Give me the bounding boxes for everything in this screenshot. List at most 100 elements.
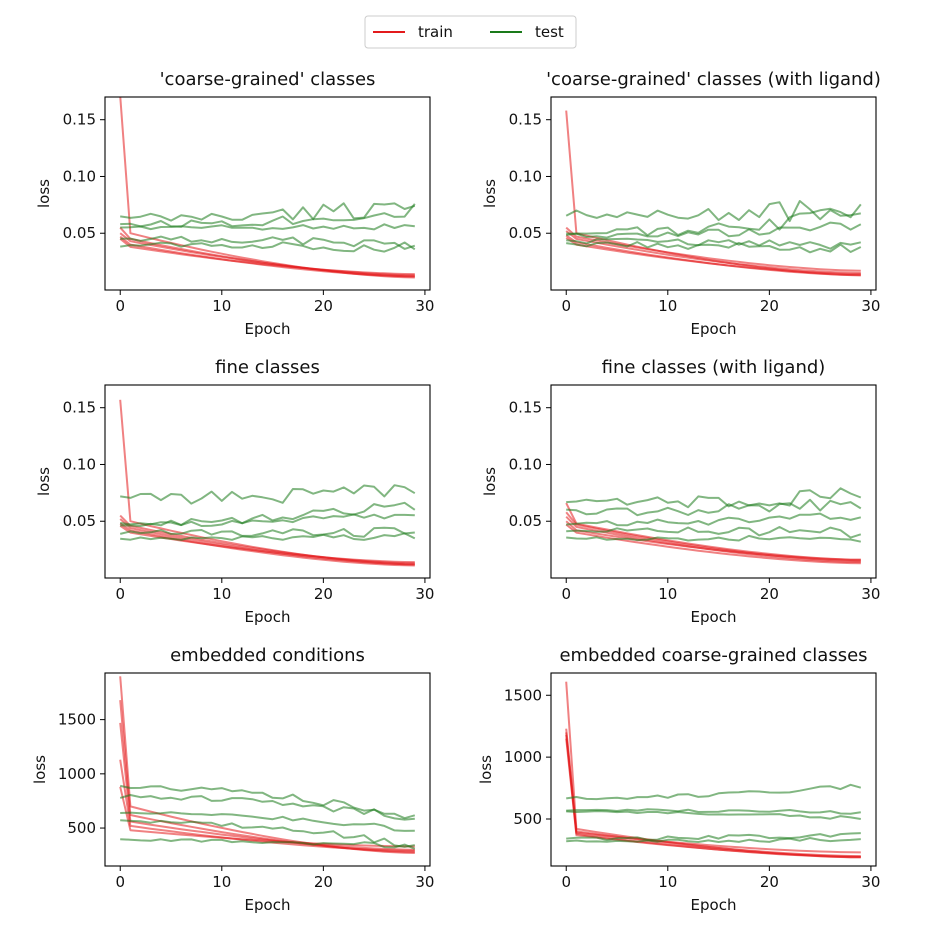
- y-tick-label: 0.15: [509, 399, 542, 417]
- chart-title: fine classes (with ligand): [602, 357, 826, 378]
- legend-train-label: train: [418, 23, 453, 41]
- chart-panel-5: embedded conditions 0 10 20 30 500 1000 1500 Epo…: [31, 645, 434, 914]
- test-series-line: [119, 794, 415, 821]
- test-series-line: [566, 526, 862, 539]
- test-series-line: [120, 484, 416, 505]
- train-series-line: [565, 681, 861, 859]
- train-series-line: [565, 236, 861, 276]
- y-tick-label: 500: [513, 810, 542, 828]
- y-tick-label: 0.10: [63, 455, 96, 473]
- chart-title: embedded coarse-grained classes: [559, 645, 867, 666]
- x-tick-label: 0: [115, 873, 125, 891]
- x-tick-label: 20: [760, 873, 779, 891]
- test-series-line: [566, 837, 861, 843]
- x-tick-label: 20: [314, 873, 333, 891]
- test-series-line: [566, 237, 862, 250]
- y-axis-title: loss: [31, 755, 49, 784]
- x-tick-label: 10: [212, 297, 231, 315]
- x-axis-title: Epoch: [245, 320, 291, 338]
- test-series-line: [566, 203, 862, 237]
- x-tick-label: 30: [861, 297, 880, 315]
- chart-panel-3: fine classes 0 10 20 30 0.05 0.10 0.15 Epoch loss: [35, 357, 434, 626]
- chart-title: embedded conditions: [170, 645, 365, 666]
- x-tick-label: 30: [415, 873, 434, 891]
- x-axis-title: Epoch: [691, 896, 737, 914]
- y-tick-label: 0.10: [509, 167, 542, 185]
- test-series-line: [566, 783, 862, 801]
- plot-frame: [104, 96, 431, 291]
- test-series-line: [119, 784, 416, 820]
- y-tick-label: 0.10: [509, 455, 542, 473]
- train-series-line: [119, 238, 415, 276]
- test-series-line: [120, 811, 415, 832]
- train-series-line: [119, 700, 415, 853]
- y-tick-label: 1000: [504, 748, 542, 766]
- test-series-line: [120, 235, 416, 250]
- plot-frame: [550, 384, 877, 579]
- chart-panel-1: 'coarse-grained' classes 0 10 20 30 0.05 0.10 0…: [35, 69, 434, 338]
- y-axis-title: loss: [35, 467, 53, 496]
- train-series-line: [565, 520, 861, 561]
- test-series-line: [119, 526, 415, 538]
- y-tick-label: 0.05: [509, 224, 542, 242]
- series-group: [565, 487, 862, 565]
- test-series-line: [565, 200, 861, 223]
- x-tick-label: 30: [415, 297, 434, 315]
- x-tick-label: 10: [658, 297, 677, 315]
- chart-panel-2: 'coarse-grained' classes (with ligand) 0 1…: [481, 69, 881, 338]
- y-tick-label: 1500: [504, 686, 542, 704]
- test-series-line: [120, 203, 416, 228]
- series-group: [119, 97, 416, 279]
- test-series-line: [120, 532, 416, 541]
- x-tick-label: 20: [314, 585, 333, 603]
- x-tick-label: 10: [658, 585, 677, 603]
- test-series-line: [566, 487, 862, 509]
- x-tick-label: 20: [760, 585, 779, 603]
- y-tick-label: 0.05: [63, 224, 96, 242]
- train-series-line: [119, 518, 415, 566]
- x-tick-label: 20: [760, 297, 779, 315]
- x-axis-title: Epoch: [245, 896, 291, 914]
- test-series-line: [566, 810, 861, 820]
- y-tick-label: 0.15: [509, 111, 542, 129]
- legend-test-label: test: [535, 23, 564, 41]
- test-series-line: [120, 819, 415, 848]
- test-series-line: [120, 513, 415, 527]
- test-series-line: [566, 808, 861, 815]
- chart-title: 'coarse-grained' classes (with ligand): [546, 69, 881, 90]
- chart-title: 'coarse-grained' classes: [160, 69, 376, 90]
- y-tick-label: 500: [67, 819, 96, 837]
- chart-panels: 'coarse-grained' classes 0 10 20 30 0.05 0.10 0…: [31, 69, 881, 914]
- chart-panel-4: fine classes (with ligand) 0 10 20 30 0.05 0.1…: [481, 357, 880, 626]
- x-tick-label: 0: [115, 297, 125, 315]
- x-axis-title: Epoch: [245, 608, 291, 626]
- x-tick-label: 0: [561, 297, 571, 315]
- train-series-line: [119, 399, 415, 566]
- x-tick-label: 30: [415, 585, 434, 603]
- plot-frame: [104, 384, 431, 579]
- test-series-line: [566, 832, 861, 841]
- x-tick-label: 0: [561, 873, 571, 891]
- train-series-line: [565, 230, 861, 274]
- x-tick-label: 10: [212, 873, 231, 891]
- x-tick-label: 0: [561, 585, 571, 603]
- x-axis-title: Epoch: [691, 320, 737, 338]
- series-group: [565, 681, 862, 859]
- y-tick-label: 1500: [58, 711, 96, 729]
- y-tick-label: 0.10: [63, 167, 96, 185]
- chart-panel-6: embedded coarse-grained classes 0 10 20 30 50…: [477, 645, 880, 914]
- test-series-line: [120, 223, 415, 231]
- test-series-line: [566, 221, 862, 239]
- y-tick-label: 0.05: [509, 512, 542, 530]
- y-tick-label: 0.15: [63, 399, 96, 417]
- y-axis-title: loss: [35, 179, 53, 208]
- plot-frame: [550, 96, 877, 291]
- test-series-line: [566, 512, 862, 527]
- train-series-line: [565, 738, 861, 858]
- plot-frame: [550, 672, 877, 867]
- test-series-line: [566, 241, 862, 254]
- test-series-line: [120, 202, 416, 222]
- y-tick-label: 0.15: [63, 111, 96, 129]
- train-series-line: [565, 732, 861, 854]
- x-tick-label: 30: [861, 585, 880, 603]
